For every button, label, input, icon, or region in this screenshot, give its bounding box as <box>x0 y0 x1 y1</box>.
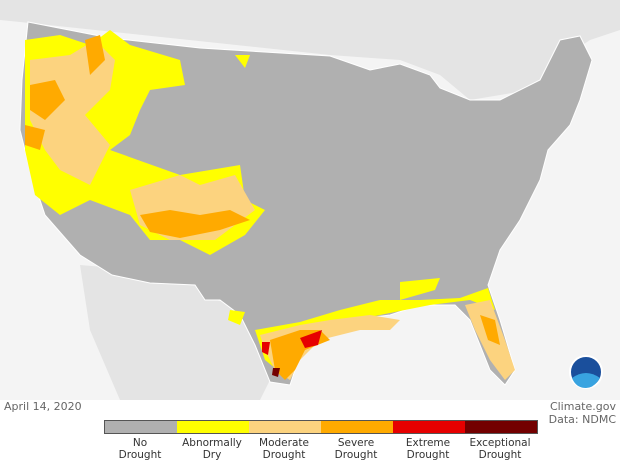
moderate-drought-west <box>30 40 255 240</box>
legend-label-line: Moderate <box>259 437 309 449</box>
noaa-logo <box>569 355 603 389</box>
legend-label: Exceptional Drought <box>464 437 536 461</box>
legend-label-line: Drought <box>118 449 162 461</box>
drought-areas <box>25 30 515 380</box>
legend-label: Abnormally Dry <box>176 437 248 461</box>
legend-swatch <box>465 421 537 433</box>
credit: Climate.gov Data: NDMC <box>549 400 616 426</box>
abnormally-dry-south <box>228 55 495 380</box>
legend-swatch <box>321 421 393 433</box>
credit-data: Data: NDMC <box>548 413 616 426</box>
legend-label-line: Dry <box>202 449 222 461</box>
map-date: April 14, 2020 <box>4 400 82 413</box>
legend-labels: No Drought Abnormally Dry Moderate Drought Sev… <box>104 437 536 461</box>
legend-label-line: Drought <box>334 449 378 461</box>
legend-label-line: Exceptional <box>469 437 531 449</box>
legend-label-line: Drought <box>406 449 450 461</box>
legend-swatch <box>249 421 321 433</box>
legend-label-line: Severe <box>337 437 375 449</box>
legend-swatch <box>393 421 465 433</box>
legend-swatch <box>105 421 177 433</box>
contiguous-us <box>19 21 593 386</box>
exceptional-drought-texas <box>272 368 280 377</box>
legend-label: Moderate Drought <box>248 437 320 461</box>
legend-label: Extreme Drought <box>392 437 464 461</box>
legend-label: No Drought <box>104 437 176 461</box>
legend-swatch <box>177 421 249 433</box>
severe-drought-west <box>25 35 250 238</box>
legend-label-line: Drought <box>262 449 306 461</box>
legend-bar <box>104 420 538 434</box>
canada-mexico-land <box>0 0 620 400</box>
legend-label-line: No <box>132 437 148 449</box>
legend-label-line: Abnormally <box>182 437 242 449</box>
credit-source: Climate.gov <box>549 400 616 413</box>
legend-label-line: Drought <box>478 449 522 461</box>
legend-label-line: Extreme <box>405 437 451 449</box>
extreme-drought-texas <box>262 330 322 355</box>
legend-label: Severe Drought <box>320 437 392 461</box>
